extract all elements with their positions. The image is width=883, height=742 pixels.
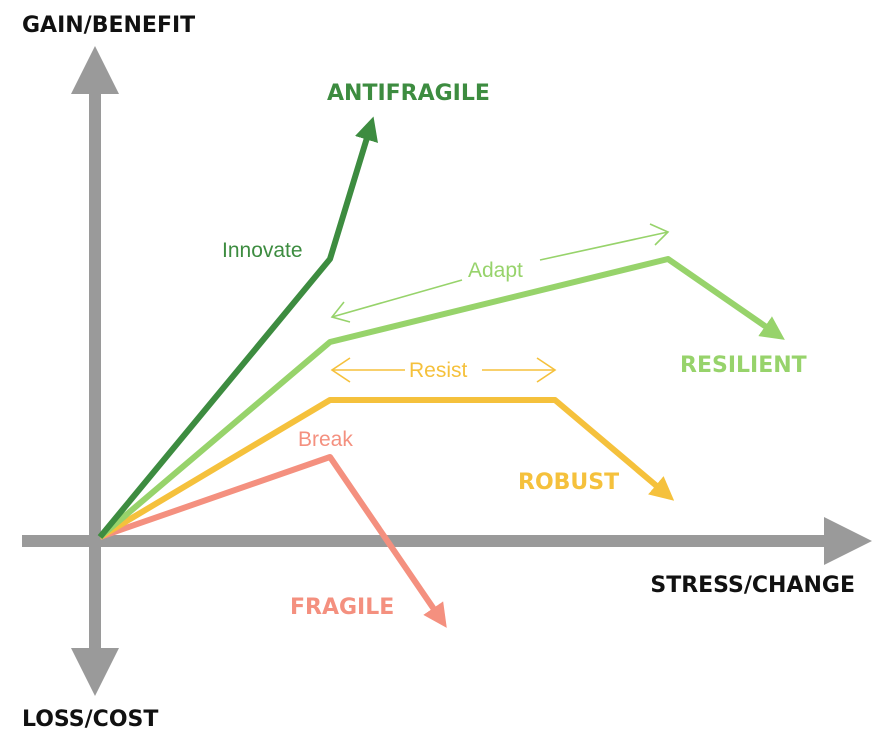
adapt-label: Adapt: [468, 259, 523, 282]
fragile-curve: [99, 454, 447, 628]
resilient-title: RESILIENT: [680, 353, 807, 378]
y-axis-positive-label: GAIN/BENEFIT: [22, 13, 195, 38]
resist-label: Resist: [409, 359, 468, 382]
innovate-label: Innovate: [222, 239, 303, 262]
resist-range-arrow: [330, 357, 557, 383]
adapt-range-arrow: [330, 223, 670, 323]
y-axis-negative-label: LOSS/COST: [22, 707, 158, 732]
antifragile-curve: [97, 116, 378, 539]
break-label: Break: [298, 428, 353, 451]
fragile-title: FRAGILE: [290, 595, 394, 620]
robust-title: ROBUST: [518, 470, 619, 495]
x-axis-label: STRESS/CHANGE: [650, 573, 855, 598]
resilient-curve: [98, 256, 785, 540]
antifragile-title: ANTIFRAGILE: [327, 81, 490, 106]
robust-curve: [98, 397, 675, 540]
